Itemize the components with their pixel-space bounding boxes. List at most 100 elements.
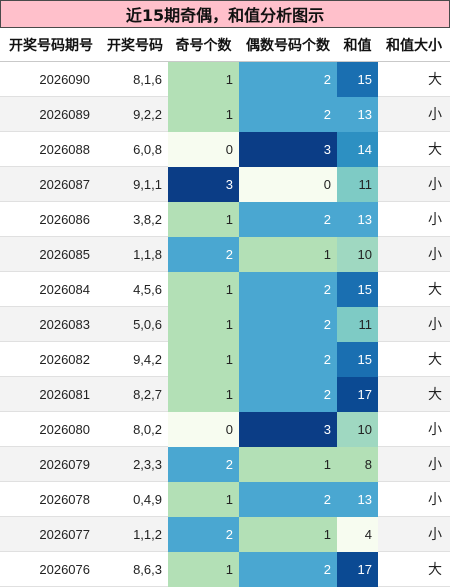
header-numbers: 开奖号码 <box>102 28 168 62</box>
cell-numbers: 8,6,3 <box>102 551 168 587</box>
table-row: 2026090 8,1,6 1 2 15 大 <box>0 61 450 97</box>
cell-odd-count: 2 <box>168 236 239 272</box>
cell-period: 2026082 <box>0 341 102 377</box>
cell-sum: 17 <box>337 551 378 587</box>
cell-period: 2026084 <box>0 271 102 307</box>
cell-sum: 13 <box>337 96 378 132</box>
table-body: 2026090 8,1,6 1 2 15 大 2026089 9,2,2 1 2 13 小 202608… <box>0 61 450 587</box>
cell-numbers: 8,0,2 <box>102 411 168 447</box>
cell-even-count: 2 <box>239 96 337 132</box>
cell-period: 2026078 <box>0 481 102 517</box>
table-row: 2026085 1,1,8 2 1 10 小 <box>0 236 450 272</box>
table-row: 2026077 1,1,2 2 1 4 小 <box>0 516 450 552</box>
cell-odd-count: 1 <box>168 271 239 307</box>
cell-period: 2026083 <box>0 306 102 342</box>
cell-odd-count: 2 <box>168 516 239 552</box>
header-odd-count: 奇号个数 <box>168 28 239 62</box>
cell-odd-count: 0 <box>168 411 239 447</box>
table-row: 2026080 8,0,2 0 3 10 小 <box>0 411 450 447</box>
cell-odd-count: 1 <box>168 61 239 97</box>
header-sum-size: 和值大小 <box>378 28 450 62</box>
cell-even-count: 2 <box>239 201 337 237</box>
cell-sum: 8 <box>337 446 378 482</box>
cell-even-count: 2 <box>239 551 337 587</box>
cell-even-count: 1 <box>239 516 337 552</box>
table-row: 2026076 8,6,3 1 2 17 大 <box>0 551 450 587</box>
cell-sum-size: 小 <box>378 96 450 132</box>
cell-period: 2026076 <box>0 551 102 587</box>
table-row: 2026084 4,5,6 1 2 15 大 <box>0 271 450 307</box>
table-row: 2026086 3,8,2 1 2 13 小 <box>0 201 450 237</box>
cell-numbers: 2,3,3 <box>102 446 168 482</box>
cell-sum-size: 大 <box>378 61 450 97</box>
cell-period: 2026087 <box>0 166 102 202</box>
cell-numbers: 8,1,6 <box>102 61 168 97</box>
cell-period: 2026086 <box>0 201 102 237</box>
cell-numbers: 9,4,2 <box>102 341 168 377</box>
cell-numbers: 9,2,2 <box>102 96 168 132</box>
cell-numbers: 1,1,2 <box>102 516 168 552</box>
cell-numbers: 6,0,8 <box>102 131 168 167</box>
cell-numbers: 0,4,9 <box>102 481 168 517</box>
cell-sum-size: 小 <box>378 236 450 272</box>
table-row: 2026082 9,4,2 1 2 15 大 <box>0 341 450 377</box>
cell-sum-size: 大 <box>378 341 450 377</box>
cell-sum: 11 <box>337 166 378 202</box>
cell-numbers: 4,5,6 <box>102 271 168 307</box>
cell-sum-size: 小 <box>378 166 450 202</box>
cell-even-count: 2 <box>239 376 337 412</box>
table-row: 2026088 6,0,8 0 3 14 大 <box>0 131 450 167</box>
cell-numbers: 5,0,6 <box>102 306 168 342</box>
cell-numbers: 1,1,8 <box>102 236 168 272</box>
header-sum: 和值 <box>337 28 378 62</box>
header-period: 开奖号码期号 <box>0 28 102 62</box>
cell-sum: 14 <box>337 131 378 167</box>
cell-period: 2026088 <box>0 131 102 167</box>
cell-sum: 17 <box>337 376 378 412</box>
cell-odd-count: 1 <box>168 376 239 412</box>
cell-sum: 15 <box>337 271 378 307</box>
cell-even-count: 0 <box>239 166 337 202</box>
odd-even-sum-table: 开奖号码期号 开奖号码 奇号个数 偶数号码个数 和值 和值大小 2026090 8… <box>0 28 450 587</box>
cell-numbers: 8,2,7 <box>102 376 168 412</box>
cell-sum: 15 <box>337 61 378 97</box>
cell-sum-size: 小 <box>378 201 450 237</box>
table-row: 2026078 0,4,9 1 2 13 小 <box>0 481 450 517</box>
cell-sum-size: 大 <box>378 271 450 307</box>
table-row: 2026089 9,2,2 1 2 13 小 <box>0 96 450 132</box>
cell-even-count: 2 <box>239 481 337 517</box>
header-even-count: 偶数号码个数 <box>239 28 337 62</box>
cell-period: 2026079 <box>0 446 102 482</box>
cell-numbers: 9,1,1 <box>102 166 168 202</box>
page-title: 近15期奇偶，和值分析图示 <box>0 0 450 28</box>
cell-even-count: 1 <box>239 236 337 272</box>
cell-even-count: 2 <box>239 341 337 377</box>
cell-period: 2026081 <box>0 376 102 412</box>
cell-sum: 11 <box>337 306 378 342</box>
cell-even-count: 2 <box>239 271 337 307</box>
cell-odd-count: 3 <box>168 166 239 202</box>
cell-sum-size: 小 <box>378 446 450 482</box>
cell-period: 2026090 <box>0 61 102 97</box>
cell-period: 2026085 <box>0 236 102 272</box>
cell-sum: 4 <box>337 516 378 552</box>
cell-sum-size: 小 <box>378 481 450 517</box>
cell-sum: 10 <box>337 411 378 447</box>
cell-odd-count: 1 <box>168 341 239 377</box>
table-row: 2026083 5,0,6 1 2 11 小 <box>0 306 450 342</box>
table-header-row: 开奖号码期号 开奖号码 奇号个数 偶数号码个数 和值 和值大小 <box>0 28 450 62</box>
cell-sum-size: 大 <box>378 131 450 167</box>
cell-even-count: 1 <box>239 446 337 482</box>
table-row: 2026081 8,2,7 1 2 17 大 <box>0 376 450 412</box>
cell-sum-size: 大 <box>378 551 450 587</box>
cell-even-count: 2 <box>239 61 337 97</box>
cell-sum-size: 大 <box>378 376 450 412</box>
cell-odd-count: 1 <box>168 551 239 587</box>
cell-odd-count: 0 <box>168 131 239 167</box>
cell-period: 2026089 <box>0 96 102 132</box>
cell-sum: 13 <box>337 201 378 237</box>
cell-odd-count: 1 <box>168 306 239 342</box>
cell-sum: 10 <box>337 236 378 272</box>
cell-odd-count: 1 <box>168 201 239 237</box>
cell-period: 2026077 <box>0 516 102 552</box>
